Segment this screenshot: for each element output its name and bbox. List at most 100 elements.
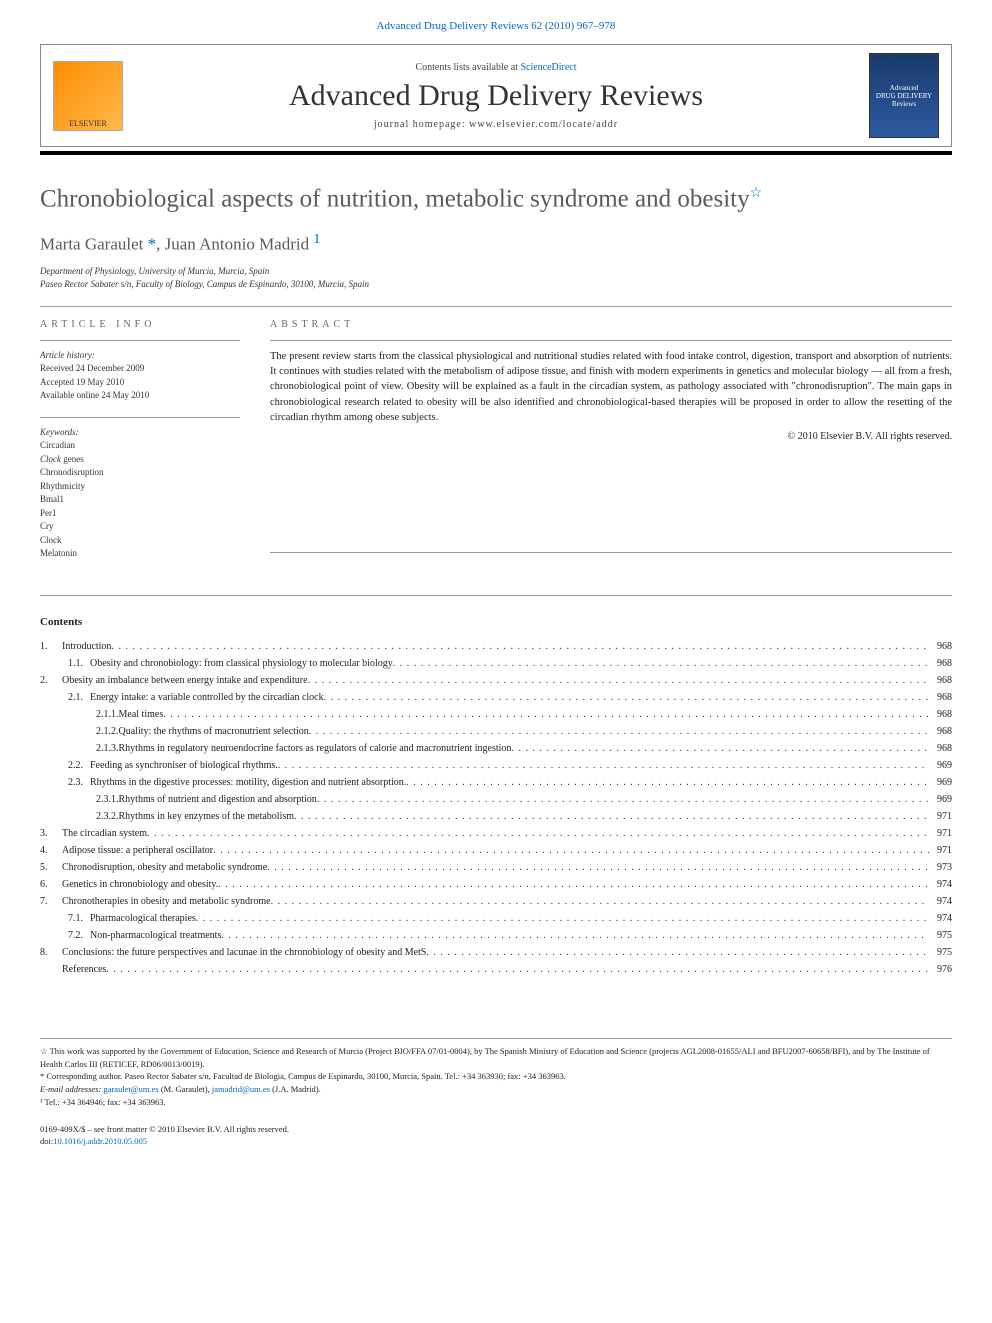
title-footnote-star[interactable]: ☆ <box>750 186 763 201</box>
toc-dots <box>309 723 929 740</box>
email-who-2: (J.A. Madrid). <box>270 1084 321 1094</box>
divider <box>270 552 952 553</box>
toc-label: Chronodisruption, obesity and metabolic … <box>62 859 267 876</box>
contents-heading: Contents <box>40 616 952 628</box>
toc-dots <box>317 791 929 808</box>
toc-page: 968 <box>929 740 952 757</box>
toc-page: 975 <box>929 944 952 961</box>
toc-dots <box>308 672 929 689</box>
affiliation-1: Department of Physiology, University of … <box>40 265 952 279</box>
toc-row[interactable]: 2.Obesity an imbalance between energy in… <box>40 672 952 689</box>
toc-label: Obesity an imbalance between energy inta… <box>62 672 308 689</box>
author-1: Marta Garaulet <box>40 235 148 254</box>
toc-row[interactable]: 5.Chronodisruption, obesity and metaboli… <box>40 859 952 876</box>
toc-row[interactable]: 2.1.Energy intake: a variable controlled… <box>40 689 952 706</box>
toc-row[interactable]: 1.Introduction968 <box>40 638 952 655</box>
toc-dots <box>147 825 929 842</box>
keyword: Per1 <box>40 507 240 521</box>
toc-number: 5. <box>40 859 62 876</box>
keyword: Bmal1 <box>40 493 240 507</box>
toc-number: 7.1. <box>68 910 90 927</box>
toc-page: 974 <box>929 893 952 910</box>
toc-dots <box>406 774 929 791</box>
toc-row[interactable]: 2.3.Rhythms in the digestive processes: … <box>40 774 952 791</box>
toc-label: Introduction <box>62 638 111 655</box>
toc-dots <box>511 740 929 757</box>
toc-row[interactable]: 4.Adipose tissue: a peripheral oscillato… <box>40 842 952 859</box>
toc-dots <box>111 638 929 655</box>
toc-row[interactable]: 7.Chronotherapies in obesity and metabol… <box>40 893 952 910</box>
footnote-tel: ¹ Tel.: +34 364946; fax: +34 363963. <box>40 1096 952 1109</box>
toc-dots <box>163 706 929 723</box>
toc-page: 969 <box>929 774 952 791</box>
toc-label: Adipose tissue: a peripheral oscillator <box>62 842 213 859</box>
toc-page: 968 <box>929 672 952 689</box>
toc-row[interactable]: 2.3.1.Rhythms of nutrient and digestion … <box>40 791 952 808</box>
keyword: Circadian <box>40 439 240 453</box>
keywords-block: Keywords: CircadianClock genesChronodisr… <box>40 426 240 561</box>
contents-available-line: Contents lists available at ScienceDirec… <box>123 62 869 73</box>
email-link-1[interactable]: garaulet@um.es <box>103 1084 158 1094</box>
toc-label: Meal times <box>119 706 164 723</box>
journal-cover-thumb: Advanced DRUG DELIVERY Reviews <box>869 53 939 138</box>
toc-number: 4. <box>40 842 62 859</box>
footnotes: ☆ This work was supported by the Governm… <box>40 1038 952 1109</box>
toc-label: Conclusions: the future perspectives and… <box>62 944 426 961</box>
abstract-copyright: © 2010 Elsevier B.V. All rights reserved… <box>270 431 952 442</box>
toc-label: Non-pharmacological treatments <box>90 927 221 944</box>
sciencedirect-link[interactable]: ScienceDirect <box>520 62 576 73</box>
email-who-1: (M. Garaulet), <box>159 1084 212 1094</box>
toc-page: 968 <box>929 706 952 723</box>
toc-number: 2.3.1. <box>96 791 119 808</box>
toc-page: 968 <box>929 655 952 672</box>
cover-text-1: Advanced <box>890 84 918 92</box>
toc-number: 2.1. <box>68 689 90 706</box>
divider <box>40 595 952 596</box>
table-of-contents: 1.Introduction9681.1.Obesity and chronob… <box>40 638 952 978</box>
toc-row[interactable]: 2.1.2.Quality: the rhythms of macronutri… <box>40 723 952 740</box>
keyword: Cry <box>40 520 240 534</box>
toc-row[interactable]: 7.1.Pharmacological therapies974 <box>40 910 952 927</box>
toc-row[interactable]: 7.2.Non-pharmacological treatments975 <box>40 927 952 944</box>
toc-number: 2.1.3. <box>96 740 119 757</box>
toc-row[interactable]: References976 <box>40 961 952 978</box>
header-rule <box>40 151 952 155</box>
keyword: Melatonin <box>40 547 240 561</box>
toc-dots <box>393 655 929 672</box>
toc-row[interactable]: 2.2.Feeding as synchroniser of biologica… <box>40 757 952 774</box>
toc-row[interactable]: 1.1.Obesity and chronobiology: from clas… <box>40 655 952 672</box>
toc-page: 971 <box>929 808 952 825</box>
corresp-marker[interactable]: * <box>148 235 157 254</box>
contents-prefix: Contents lists available at <box>415 62 520 73</box>
doi-link[interactable]: 10.1016/j.addr.2010.05.005 <box>53 1136 147 1146</box>
affiliation-2: Paseo Rector Sabater s/n, Faculty of Bio… <box>40 278 952 292</box>
front-matter-line: 0169-409X/$ – see front matter © 2010 El… <box>40 1123 952 1136</box>
toc-dots <box>218 876 929 893</box>
authors: Marta Garaulet *, Juan Antonio Madrid 1 <box>40 231 952 255</box>
footer-meta: 0169-409X/$ – see front matter © 2010 El… <box>40 1123 952 1149</box>
author-fn-1[interactable]: 1 <box>313 231 320 247</box>
toc-row[interactable]: 2.1.1.Meal times968 <box>40 706 952 723</box>
toc-row[interactable]: 2.1.3.Rhythms in regulatory neuroendocri… <box>40 740 952 757</box>
keyword: Clock <box>40 534 240 548</box>
toc-dots <box>426 944 929 961</box>
email-label: E-mail addresses: <box>40 1084 103 1094</box>
toc-label: Genetics in chronobiology and obesity. <box>62 876 218 893</box>
email-link-2[interactable]: jamadrid@um.es <box>212 1084 270 1094</box>
title-text: Chronobiological aspects of nutrition, m… <box>40 185 750 212</box>
article-history: Article history: Received 24 December 20… <box>40 349 240 403</box>
divider <box>40 340 240 341</box>
journal-citation-link[interactable]: Advanced Drug Delivery Reviews 62 (2010)… <box>40 20 952 32</box>
cover-text-2: DRUG DELIVERY <box>876 92 932 100</box>
abstract-column: ABSTRACT The present review starts from … <box>270 319 952 575</box>
toc-row[interactable]: 8.Conclusions: the future perspectives a… <box>40 944 952 961</box>
toc-label: Rhythms in regulatory neuroendocrine fac… <box>119 740 512 757</box>
toc-label: Rhythms of nutrient and digestion and ab… <box>119 791 317 808</box>
toc-number: 7.2. <box>68 927 90 944</box>
toc-label: Obesity and chronobiology: from classica… <box>90 655 393 672</box>
toc-dots <box>106 961 929 978</box>
toc-row[interactable]: 6.Genetics in chronobiology and obesity.… <box>40 876 952 893</box>
toc-number: 2.1.2. <box>96 723 119 740</box>
toc-row[interactable]: 2.3.2.Rhythms in key enzymes of the meta… <box>40 808 952 825</box>
toc-row[interactable]: 3.The circadian system971 <box>40 825 952 842</box>
